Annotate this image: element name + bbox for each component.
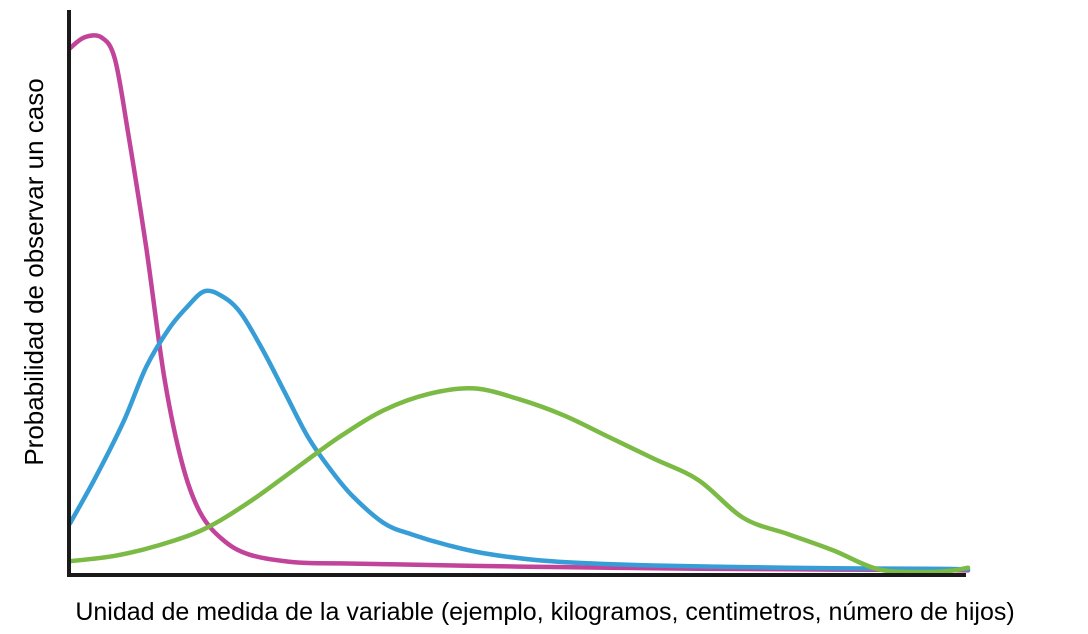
series-line-2	[67, 288, 971, 572]
y-axis-label: Probabilidad de observar un caso	[19, 78, 49, 465]
x-axis-label: Unidad de medida de la variable (ejemplo…	[75, 598, 1014, 626]
series-lines	[67, 33, 971, 575]
series-line-3	[67, 385, 971, 575]
series-line-1	[67, 33, 971, 573]
